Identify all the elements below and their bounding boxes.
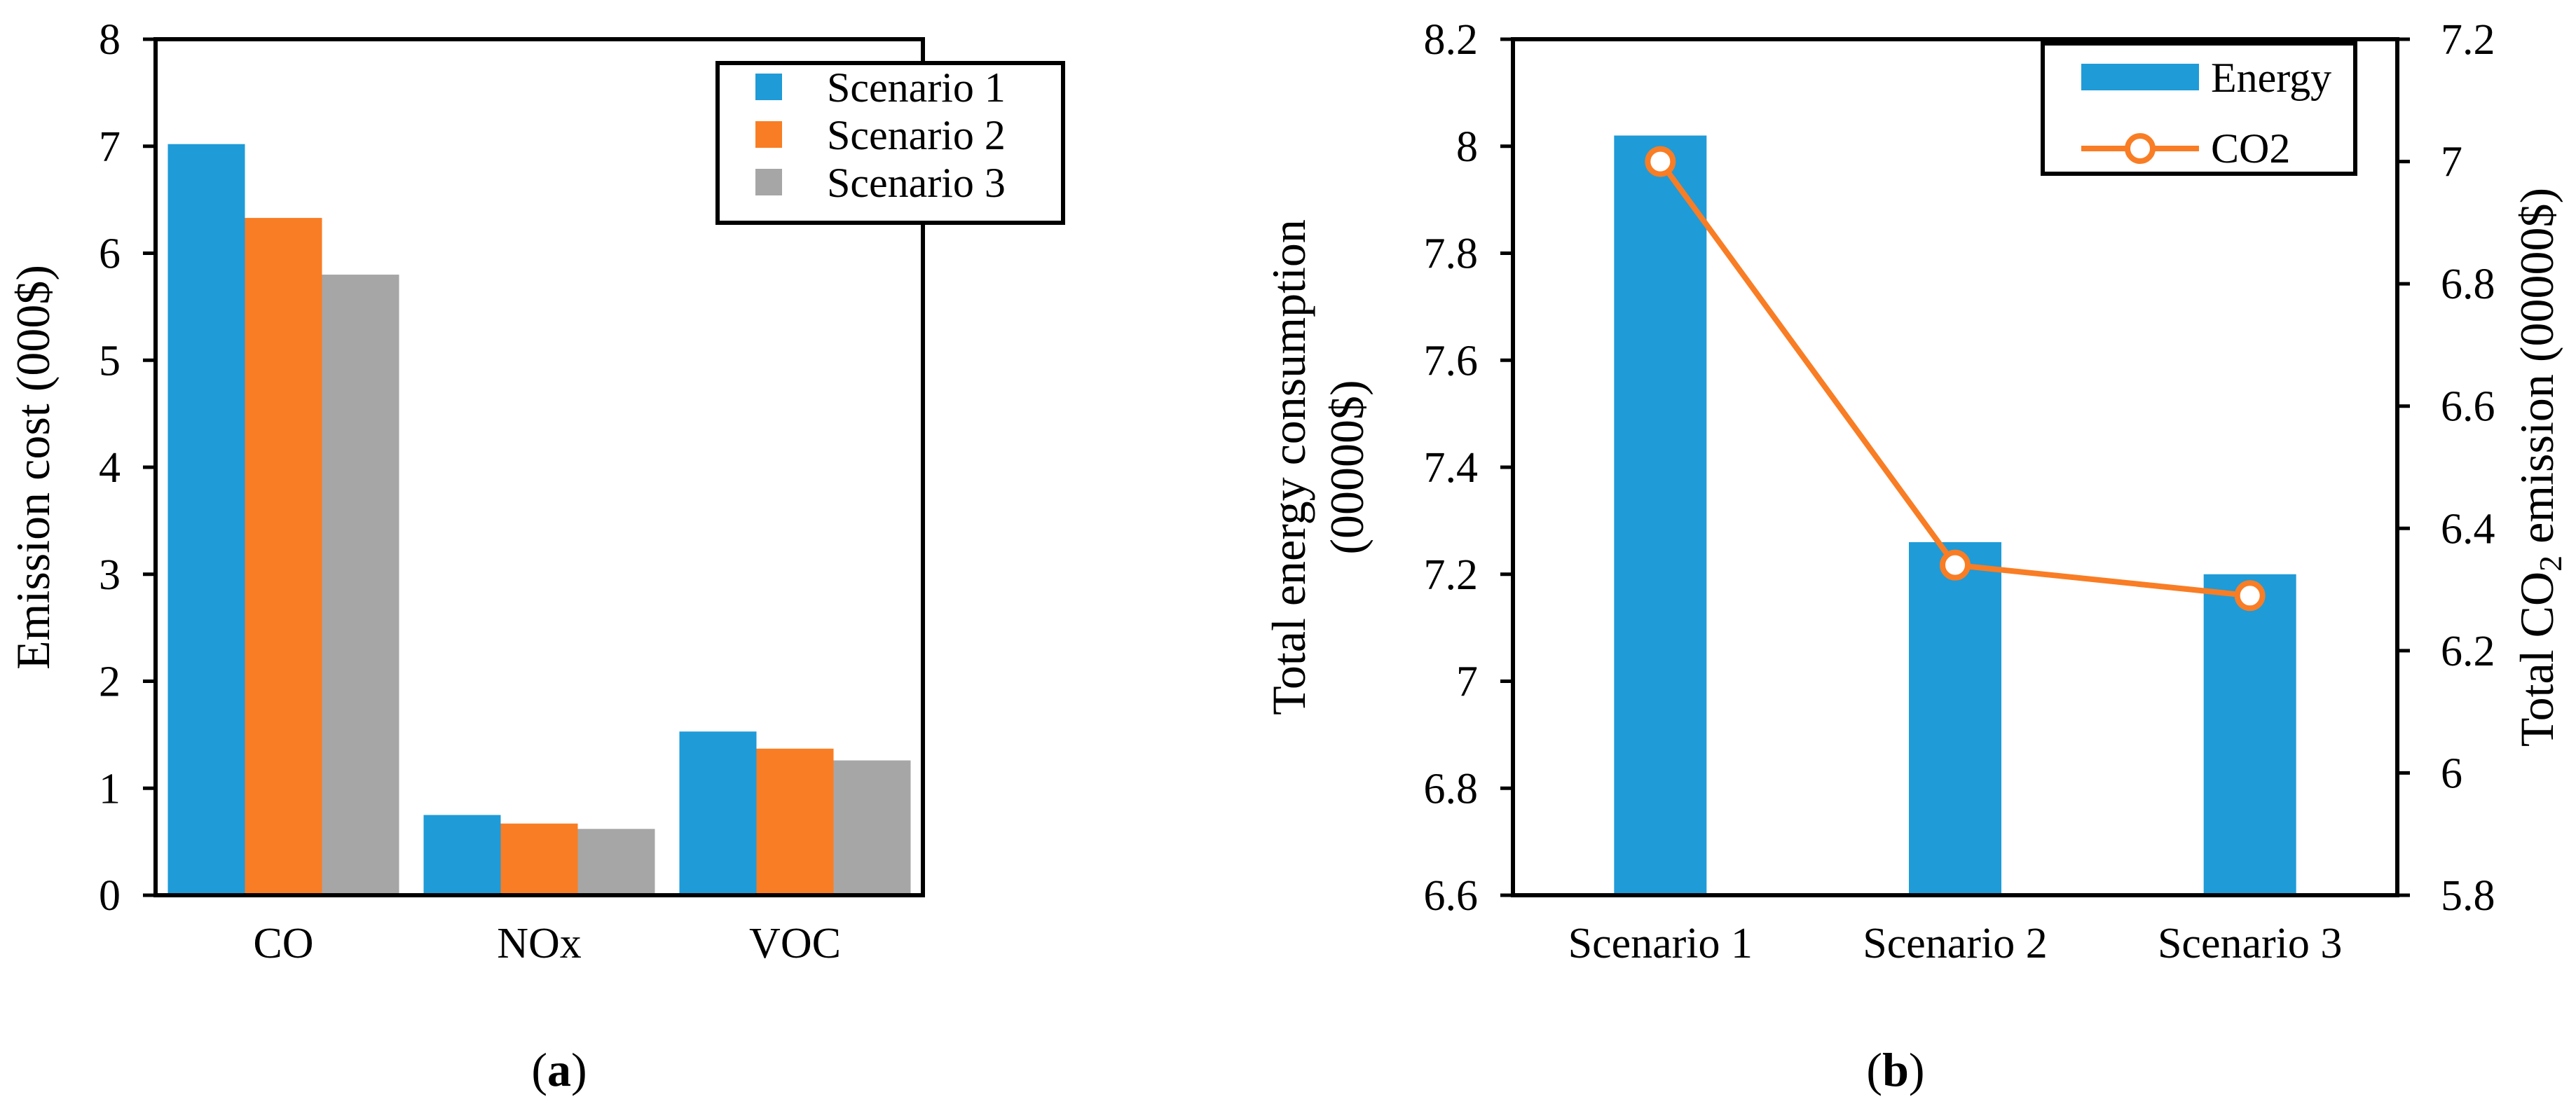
y-tick-label: 5 [99, 337, 121, 385]
legend-label-energy: Energy [2211, 55, 2331, 101]
panel-a-legend: Scenario 1 Scenario 2 Scenario 3 [715, 61, 1065, 225]
panel-b-x-ticks: Scenario 1 Scenario 2 Scenario 3 [1568, 920, 2343, 967]
co2-point-scenario-1 [1645, 146, 1676, 177]
legend-label-scenario-1: Scenario 1 [827, 64, 1006, 111]
right-y-tick-label: 6 [2441, 750, 2462, 797]
right-y-tick-label: 6.4 [2441, 505, 2495, 553]
x-tick-label-scenario-1: Scenario 1 [1568, 920, 1753, 967]
right-y-tick-label: 7.2 [2441, 16, 2495, 64]
panel-b-right-y-ticks: 5.8 6 6.2 6.4 6.6 6.8 7 7.2 [2397, 16, 2495, 920]
co2-markers [1645, 146, 2266, 612]
panel-b-caption-letter: b [1882, 1043, 1909, 1096]
panel-a-y-axis-title: Emission cost (000$) [6, 265, 60, 670]
legend-swatch-scenario-2 [755, 121, 782, 148]
right-y-tick-label: 6.2 [2441, 628, 2495, 675]
panel-a-caption-letter: a [547, 1043, 571, 1096]
legend-swatch-energy [2081, 64, 2199, 90]
left-y-tick-label: 7.4 [1424, 444, 1479, 492]
left-y-tick-label: 7.2 [1424, 551, 1479, 599]
panel-a-y-ticks: 0 1 2 3 4 5 6 7 8 [99, 16, 156, 920]
co2-point-scenario-3 [2234, 580, 2266, 612]
left-y-tick-label: 7.6 [1424, 337, 1479, 385]
right-y-tick-label: 7 [2441, 139, 2462, 186]
bar-co-scenario-1 [167, 144, 245, 895]
legend-swatch-scenario-1 [755, 74, 782, 100]
panel-b-y2-axis-title: Total CO2 emission (00000$) [2510, 188, 2568, 747]
x-tick-label-co: CO [253, 920, 313, 967]
co2-line [1658, 160, 2251, 599]
y-tick-label: 1 [99, 765, 121, 813]
bar-nox-scenario-2 [500, 823, 578, 895]
y-tick-label: 3 [99, 551, 121, 599]
x-tick-label-voc: VOC [749, 920, 841, 967]
bar-voc-scenario-3 [833, 760, 911, 895]
bar-energy-scenario-1 [1614, 135, 1707, 896]
x-tick-label-nox: NOx [497, 920, 582, 967]
panel-a-x-ticks: CO NOx VOC [253, 920, 841, 967]
bar-nox-scenario-3 [577, 829, 655, 895]
y2-title-suffix: emission (00000$) [2510, 188, 2563, 556]
legend-label-co2: CO2 [2211, 125, 2290, 172]
bar-voc-scenario-2 [756, 748, 834, 895]
bar-voc-scenario-1 [679, 731, 757, 895]
panel-b-legend: Energy CO2 [2041, 41, 2357, 176]
bar-energy-scenario-2 [1909, 541, 2001, 895]
panel-b-left-y-ticks: 6.6 6.8 7 7.2 7.4 7.6 7.8 8 8.2 [1424, 16, 1513, 920]
x-tick-label-scenario-2: Scenario 2 [1863, 920, 2047, 967]
x-tick-label-scenario-3: Scenario 3 [2158, 920, 2342, 967]
panel-b-chart: 6.6 6.8 7 7.2 7.4 7.6 7.8 8 8.2 5.8 6 6.2 6.4 6.6 6.8… [1262, 16, 2568, 1096]
left-y-tick-label: 7 [1456, 658, 1478, 706]
panel-a-caption: (a) [531, 1043, 587, 1096]
right-y-tick-label: 5.8 [2441, 872, 2495, 920]
y2-title-prefix: Total CO [2510, 572, 2563, 747]
left-y-tick-label: 6.6 [1424, 872, 1479, 920]
right-y-tick-label: 6.8 [2441, 261, 2495, 308]
legend-label-scenario-2: Scenario 2 [827, 112, 1006, 158]
y-tick-label: 7 [99, 123, 121, 171]
panel-a-chart: 0 1 2 3 4 5 6 7 8 CO NOx VOC Scenario 1 Scenario 2… [6, 16, 1065, 1096]
legend-label-scenario-3: Scenario 3 [827, 160, 1006, 206]
right-y-tick-label: 6.6 [2441, 383, 2495, 431]
panel-b-y-axis-title: Total energy consumption [1262, 219, 1315, 715]
bar-energy-scenario-3 [2203, 574, 2296, 895]
y-tick-label: 0 [99, 872, 121, 920]
panel-a-bars [167, 144, 911, 895]
y-tick-label: 8 [99, 16, 121, 64]
bar-nox-scenario-1 [423, 815, 501, 895]
left-y-tick-label: 7.8 [1424, 230, 1479, 278]
co2-point-scenario-2 [1940, 549, 1971, 581]
legend-swatch-scenario-3 [755, 169, 782, 195]
y-tick-label: 2 [99, 658, 121, 706]
left-y-tick-label: 6.8 [1424, 765, 1479, 813]
left-y-tick-label: 8.2 [1424, 16, 1479, 64]
bar-co-scenario-3 [322, 275, 399, 895]
y2-title-subscript: 2 [2533, 556, 2568, 572]
legend-marker-co2 [2125, 133, 2156, 164]
left-y-tick-label: 8 [1456, 123, 1478, 171]
panel-b-bars [1614, 135, 2296, 896]
panel-b-y-axis-title-unit: (00000$) [1320, 380, 1373, 554]
y-tick-label: 4 [99, 444, 121, 492]
bar-co-scenario-2 [245, 218, 322, 895]
panel-a-legend-box [715, 61, 1065, 225]
y-tick-label: 6 [99, 230, 121, 278]
panel-b-caption: (b) [1866, 1043, 1924, 1096]
